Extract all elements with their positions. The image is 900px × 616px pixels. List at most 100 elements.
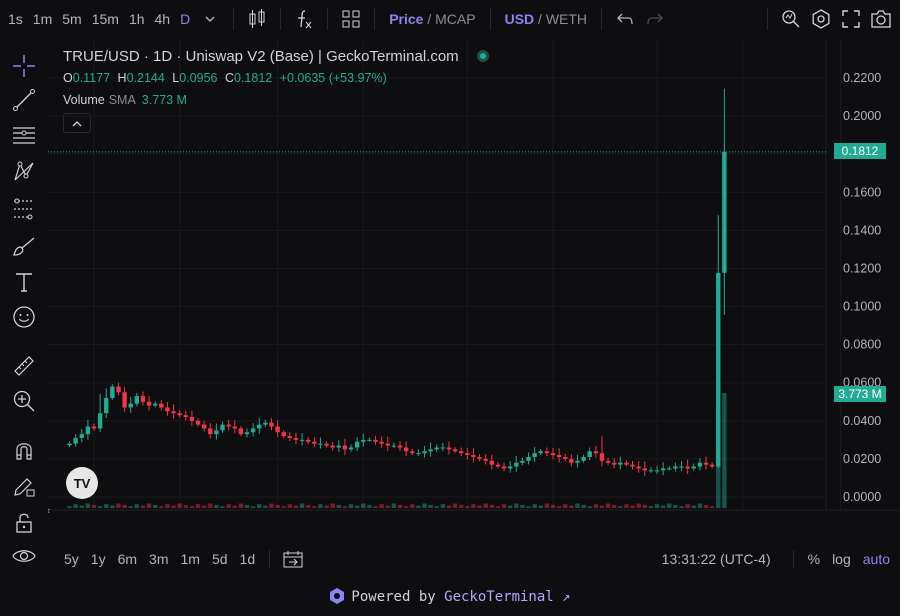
volume-bar (116, 503, 121, 508)
volume-bar (391, 503, 397, 508)
eye-visibility-icon[interactable] (10, 542, 38, 570)
redo-icon[interactable] (640, 0, 670, 38)
range-5y[interactable]: 5y (64, 551, 79, 567)
volume-bar (165, 504, 170, 508)
price-option[interactable]: Price (389, 11, 424, 27)
measure-tool-icon[interactable] (10, 195, 38, 223)
volume-bar (134, 504, 140, 508)
timeframe-5m[interactable]: 5m (62, 11, 82, 27)
volume-bar (195, 504, 201, 508)
price-chart[interactable]: 0.22000.20000.18000.16000.14000.12000.10… (46, 40, 900, 533)
percent-scale-toggle[interactable]: % (807, 551, 821, 567)
powered-by-footer[interactable]: Powered by GeckoTerminal ↗ (0, 588, 900, 605)
timeframe-chevron-down-icon[interactable] (195, 0, 225, 38)
volume-bar (257, 504, 262, 508)
brush-icon[interactable] (10, 232, 38, 260)
camera-icon[interactable] (866, 0, 896, 38)
open-label: O (63, 71, 73, 85)
range-1m[interactable]: 1m (180, 551, 200, 567)
divider (489, 8, 491, 30)
volume-bar (471, 504, 476, 508)
range-1d[interactable]: 1d (239, 551, 256, 567)
weth-option[interactable]: WETH (545, 11, 588, 27)
timeframe-1s[interactable]: 1s (8, 11, 23, 27)
currency-toggle[interactable]: USD / WETH (499, 11, 593, 27)
pattern-icon[interactable] (10, 158, 38, 186)
candle-body (116, 386, 121, 393)
volume-bar (410, 504, 415, 508)
quick-search-icon[interactable] (776, 0, 806, 38)
candle-body (153, 403, 158, 406)
candlestick-chart[interactable]: 0.22000.20000.18000.16000.14000.12000.10… (46, 40, 900, 533)
crosshair-icon[interactable] (10, 52, 38, 80)
magnet-icon[interactable] (10, 437, 38, 465)
candle-body (104, 397, 109, 414)
trend-line-icon[interactable] (10, 86, 38, 114)
lock-icon[interactable] (10, 509, 38, 537)
volume-bar (593, 504, 599, 508)
candle-body (593, 451, 599, 454)
timeframe-d[interactable]: D (180, 11, 191, 27)
drawing-toolbar (0, 40, 48, 580)
goto-date-icon[interactable] (278, 540, 308, 578)
candle-body (336, 445, 341, 448)
price-mcap-toggle[interactable]: Price / MCAP (383, 11, 481, 27)
volume-bar (679, 506, 684, 508)
volume-bar (624, 504, 629, 508)
candle-body (599, 453, 605, 461)
timeframe-4h[interactable]: 4h (154, 11, 171, 27)
candle-body (306, 439, 311, 442)
zoom-in-icon[interactable] (10, 387, 38, 415)
volume-bar (716, 410, 721, 508)
fullscreen-icon[interactable] (836, 0, 866, 38)
text-tool-icon[interactable] (10, 268, 38, 296)
timeframe-1h[interactable]: 1h (128, 11, 145, 27)
log-scale-toggle[interactable]: log (832, 551, 851, 567)
layout-grid-icon[interactable] (336, 0, 366, 38)
candle-body (618, 462, 623, 465)
lock-drawings-pencil-icon[interactable] (10, 472, 38, 500)
y-tick-label: 0.0000 (843, 490, 881, 504)
indicators-fx-icon[interactable] (289, 0, 319, 38)
mcap-option[interactable]: MCAP (435, 11, 476, 27)
volume-bar (709, 506, 715, 508)
range-1y[interactable]: 1y (90, 551, 106, 567)
ruler-icon[interactable] (10, 352, 38, 380)
candle-type-icon[interactable] (242, 0, 272, 38)
timeframe-1m[interactable]: 1m (32, 11, 53, 27)
undo-icon[interactable] (610, 0, 640, 38)
volume-bar (569, 505, 574, 508)
volume-label: Volume (63, 93, 105, 107)
candle-body (287, 436, 293, 438)
volume-bar (214, 504, 219, 508)
timeframe-15m[interactable]: 15m (91, 11, 119, 27)
candle-body (201, 424, 207, 429)
volume-bar (673, 504, 678, 508)
candle-body (263, 422, 268, 425)
collapse-legend-button[interactable] (63, 113, 91, 133)
clock-timezone[interactable]: 13:31:22 (UTC-4) (661, 551, 771, 567)
emoji-icon[interactable] (10, 303, 38, 331)
candle-body (281, 432, 286, 437)
candle-body (397, 445, 403, 448)
volume-bar (306, 504, 311, 508)
candle-body (226, 424, 231, 427)
horizontal-lines-icon[interactable] (10, 122, 38, 150)
usd-option[interactable]: USD (504, 11, 535, 27)
volume-tag: 3.773 M (834, 386, 886, 402)
candle-body (122, 392, 127, 408)
volume-bar (526, 506, 531, 508)
range-6m[interactable]: 6m (117, 551, 138, 567)
candle-body (165, 407, 170, 412)
volume-bar (379, 504, 384, 508)
geckoterminal-link[interactable]: GeckoTerminal (444, 589, 554, 605)
candle-body (318, 443, 323, 445)
range-3m[interactable]: 3m (149, 551, 169, 567)
range-5d[interactable]: 5d (211, 551, 228, 567)
auto-scale-toggle[interactable]: auto (862, 551, 890, 567)
volume-bar (244, 504, 250, 508)
candle-body (507, 466, 513, 469)
settings-gear-icon[interactable] (806, 0, 836, 38)
tradingview-logo[interactable]: TV (66, 467, 98, 499)
volume-bar (104, 504, 109, 508)
